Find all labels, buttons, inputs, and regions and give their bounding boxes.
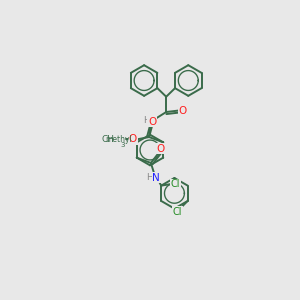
- Text: Cl: Cl: [171, 179, 180, 189]
- Text: N: N: [148, 116, 156, 126]
- Text: O: O: [157, 143, 165, 154]
- Text: methyl: methyl: [106, 135, 133, 144]
- Text: H: H: [143, 116, 150, 125]
- Text: O: O: [178, 106, 187, 116]
- Text: 3: 3: [120, 142, 125, 148]
- Text: N: N: [152, 173, 160, 183]
- Text: H: H: [147, 173, 153, 182]
- Text: CH: CH: [101, 135, 114, 144]
- Text: O: O: [129, 134, 137, 144]
- Text: Cl: Cl: [173, 206, 182, 217]
- Text: O: O: [148, 117, 156, 127]
